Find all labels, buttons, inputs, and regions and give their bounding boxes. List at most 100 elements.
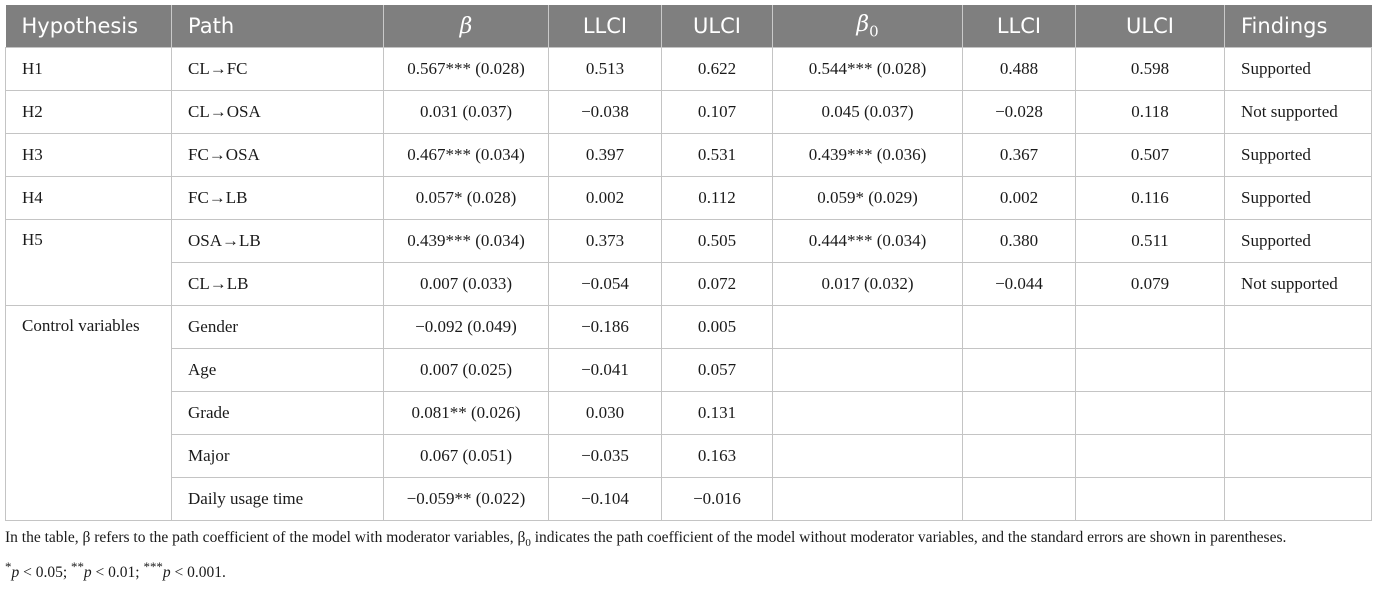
cell-path: Daily usage time [171,477,384,521]
cell-llci-2: 0.380 [962,219,1076,263]
cell-llci: −0.035 [548,434,662,478]
cell-ulci: 0.131 [661,391,773,435]
cell-findings: Not supported [1224,262,1372,306]
cell-path: FC→OSA [171,133,384,177]
header-findings: Findings [1224,5,1372,48]
cell-path: CL→FC [171,47,384,91]
cell-ulci: 0.005 [661,305,773,349]
cell-hypothesis: H2 [5,90,172,134]
cell-beta: 0.057* (0.028) [383,176,549,220]
cell-beta0: 0.059* (0.029) [772,176,963,220]
cell-empty [962,391,1076,435]
cell-beta0: 0.439*** (0.036) [772,133,963,177]
cell-empty [962,305,1076,349]
header-path: Path [171,5,384,48]
cell-llci-2: 0.488 [962,47,1076,91]
cell-ulci: 0.057 [661,348,773,392]
cell-llci: 0.397 [548,133,662,177]
cell-ulci-2: 0.116 [1075,176,1225,220]
sig-stars-2: ** [71,559,84,575]
table-row: H5 OSA→LB 0.439*** (0.034) 0.373 0.505 0… [5,219,1372,306]
cell-empty [962,477,1076,521]
sig-text-1: < 0.05; [19,564,72,582]
cell-path: OSA→LB [171,219,384,263]
table-row: H3 FC→OSA 0.467*** (0.034) 0.397 0.531 0… [5,133,1372,177]
footnote-note: In the table, β refers to the path coeff… [5,526,1371,555]
cell-ulci: 0.107 [661,90,773,134]
cell-llci-2: 0.002 [962,176,1076,220]
cell-ulci: 0.112 [661,176,773,220]
beta0-subscript: 0 [869,22,879,41]
cell-empty [1224,477,1372,521]
cell-empty [772,477,963,521]
cell-empty [1075,477,1225,521]
cell-empty [962,434,1076,478]
cell-ulci: 0.531 [661,133,773,177]
sig-p-1: p [11,564,20,582]
results-table-container: Hypothesis Path β LLCI ULCI β0 LLCI ULCI… [5,5,1372,521]
footnote-note-subscript: 0 [525,537,531,550]
cell-beta0: 0.017 (0.032) [772,262,963,306]
cell-llci: −0.041 [548,348,662,392]
header-beta0: β0 [772,5,963,48]
cell-findings: Supported [1224,133,1372,177]
sig-stars-3: *** [143,559,163,575]
cell-empty [1075,391,1225,435]
cell-llci: 0.513 [548,47,662,91]
cell-beta: 0.067 (0.051) [383,434,549,478]
cell-hypothesis: H3 [5,133,172,177]
header-ulci-2: ULCI [1075,5,1225,48]
header-llci: LLCI [548,5,662,48]
cell-llci-2: −0.044 [962,262,1076,306]
header-hypothesis: Hypothesis [5,5,172,48]
cell-ulci-2: 0.507 [1075,133,1225,177]
cell-beta0: 0.544*** (0.028) [772,47,963,91]
cell-control-variables: Control variables [5,305,172,521]
sig-p-3: p [162,564,171,582]
beta0-letter: β [856,11,870,37]
cell-empty [1224,434,1372,478]
cell-findings: Not supported [1224,90,1372,134]
results-table: Hypothesis Path β LLCI ULCI β0 LLCI ULCI… [5,5,1372,521]
header-beta: β [383,5,549,48]
cell-beta: 0.007 (0.025) [383,348,549,392]
cell-beta: −0.059** (0.022) [383,477,549,521]
table-row: Age 0.007 (0.025) −0.041 0.057 [6,348,1372,392]
sig-text-2: < 0.01; [91,564,144,582]
cell-empty [772,348,963,392]
header-ulci: ULCI [661,5,773,48]
cell-llci: −0.186 [548,305,662,349]
cell-beta: −0.092 (0.049) [383,305,549,349]
cell-beta0: 0.045 (0.037) [772,90,963,134]
cell-ulci: 0.072 [661,262,773,306]
sig-p-2: p [83,564,92,582]
table-row: Daily usage time −0.059** (0.022) −0.104… [6,477,1372,521]
cell-beta: 0.081** (0.026) [383,391,549,435]
cell-beta: 0.031 (0.037) [383,90,549,134]
cell-llci: −0.054 [548,262,662,306]
sig-stars-1: * [5,559,12,575]
cell-path: Grade [171,391,384,435]
cell-ulci: −0.016 [661,477,773,521]
table-header-row: Hypothesis Path β LLCI ULCI β0 LLCI ULCI… [5,5,1372,48]
table-row: CL→LB 0.007 (0.033) −0.054 0.072 0.017 (… [6,262,1372,306]
cell-beta: 0.007 (0.033) [383,262,549,306]
cell-empty [772,391,963,435]
cell-empty [1075,305,1225,349]
cell-hypothesis: H4 [5,176,172,220]
cell-empty [1075,348,1225,392]
cell-empty [962,348,1076,392]
cell-beta: 0.439*** (0.034) [383,219,549,263]
cell-ulci: 0.622 [661,47,773,91]
cell-llci: 0.030 [548,391,662,435]
cell-empty [772,434,963,478]
cell-hypothesis: H5 [5,219,172,306]
cell-ulci: 0.505 [661,219,773,263]
header-beta-symbol: β [459,13,473,39]
cell-findings: Supported [1224,219,1372,263]
cell-empty [1224,391,1372,435]
cell-ulci-2: 0.511 [1075,219,1225,263]
cell-empty [1224,348,1372,392]
cell-beta0: 0.444*** (0.034) [772,219,963,263]
header-beta0-symbol: β0 [856,11,879,41]
